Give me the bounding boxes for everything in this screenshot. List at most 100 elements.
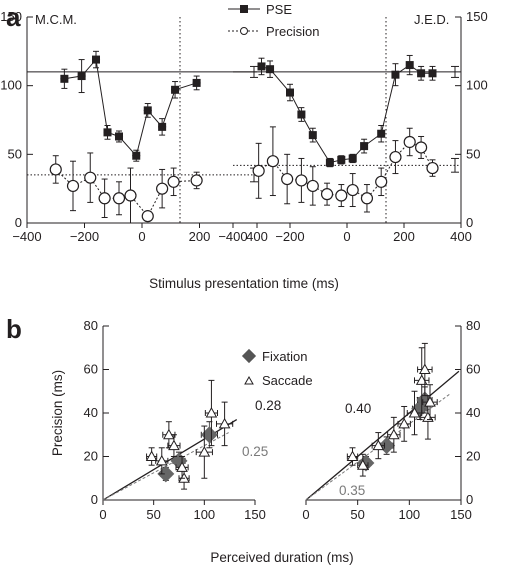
saccade-point	[145, 450, 158, 461]
legend-fixation-label: Fixation	[262, 349, 308, 364]
saccade-point	[415, 374, 428, 385]
x-tick-label: 50	[350, 507, 364, 522]
pse-point	[428, 69, 437, 78]
y-tick-label-left: 60	[84, 362, 98, 377]
y-tick-label-right: 50	[466, 146, 480, 161]
y-tick-label-left: 80	[84, 318, 98, 333]
pse-point	[257, 62, 266, 71]
y-tick-label-right: 80	[466, 318, 480, 333]
precision-point	[141, 210, 154, 223]
precision-point	[375, 175, 388, 188]
x-tick-label: 150	[450, 507, 472, 522]
pse-series-line	[261, 64, 433, 164]
precision-point	[360, 192, 374, 205]
precision-point	[252, 164, 265, 177]
saccade-point	[408, 406, 421, 418]
precision-point	[167, 175, 180, 188]
panel-b-letter: b	[6, 314, 22, 344]
y-tick-label-right: 150	[466, 9, 488, 24]
saccade-point	[424, 396, 436, 407]
x-tick-label: 200	[189, 229, 211, 244]
saccade-point	[356, 459, 369, 470]
pse-point	[377, 129, 386, 138]
x-tick-label: −400	[12, 229, 41, 244]
x-tick-label: 400	[246, 229, 268, 244]
precision-point	[426, 161, 439, 175]
pse-point	[192, 78, 201, 87]
saccade-point	[218, 417, 231, 429]
precision-point	[306, 179, 319, 193]
saccade-point	[168, 439, 180, 451]
saccade-point	[176, 461, 188, 472]
x-tick-label: 0	[138, 229, 145, 244]
saccade-point	[372, 439, 385, 451]
precision-point	[320, 188, 334, 201]
pse-point	[297, 110, 306, 119]
precision-point	[346, 183, 359, 197]
pse-point	[60, 74, 69, 83]
pse-point	[308, 131, 317, 140]
x-tick-label: −200	[70, 229, 99, 244]
legend-precision-marker	[240, 27, 248, 35]
y-tick-label-right: 0	[466, 492, 473, 507]
precision-point	[389, 150, 402, 164]
x-tick-label: 0	[99, 507, 106, 522]
y-tick-label-right: 60	[466, 362, 480, 377]
fixation-point	[200, 426, 218, 444]
slope-label-solid: 0.28	[255, 398, 281, 413]
y-axis-label: Precision (ms)	[50, 370, 65, 456]
y-tick-label-left: 150	[0, 9, 22, 24]
pse-point	[286, 88, 294, 97]
legend-precision-label: Precision	[266, 24, 319, 39]
saccade-point	[198, 446, 211, 457]
pse-point	[92, 55, 100, 64]
pse-point	[103, 128, 112, 137]
pse-series-line	[64, 58, 197, 157]
pse-point	[77, 72, 86, 81]
subject-label: J.E.D.	[414, 12, 449, 27]
x-tick-label: 0	[343, 229, 350, 244]
y-tick-label-right: 40	[466, 405, 480, 420]
pse-point	[132, 151, 141, 160]
precision-point	[295, 174, 308, 187]
pse-point	[417, 69, 426, 78]
x-tick-label: −200	[275, 229, 304, 244]
pse-point	[405, 61, 414, 70]
precision-point	[98, 192, 111, 205]
saccade-point	[155, 454, 168, 466]
precision-point	[266, 155, 279, 168]
slope-label-dashed: 0.25	[242, 444, 268, 459]
y-tick-label-left: 0	[91, 492, 98, 507]
legend-pse-marker	[240, 5, 248, 13]
precision-point	[156, 182, 169, 195]
x-tick-label: 100	[398, 507, 420, 522]
saccade-point	[418, 363, 431, 374]
precision-point	[415, 141, 428, 154]
legend-saccade-marker	[244, 375, 254, 385]
y-tick-label-right: 100	[466, 78, 488, 93]
pse-point	[158, 122, 167, 131]
x-tick-label: 100	[193, 507, 215, 522]
saccade-point	[387, 428, 400, 440]
y-tick-label-right: 20	[466, 449, 480, 464]
pse-point	[337, 155, 346, 164]
precision-point	[84, 171, 97, 184]
x-axis-label: Stimulus presentation time (ms)	[149, 276, 339, 291]
legend-fixation-marker	[241, 348, 257, 364]
x-tick-label: 400	[450, 229, 472, 244]
precision-point	[281, 172, 294, 186]
precision-point	[112, 192, 126, 205]
pse-point	[266, 65, 275, 74]
legend-saccade-label: Saccade	[262, 373, 313, 388]
saccade-point	[398, 417, 411, 429]
precision-point	[124, 189, 137, 202]
subject-label: M.C.M.	[35, 12, 77, 27]
y-tick-label-left: 100	[0, 78, 22, 93]
legend-pse-label: PSE	[266, 2, 292, 17]
slope-label-dashed: 0.35	[339, 483, 365, 498]
panel-a-letter: a	[6, 2, 21, 32]
pse-point	[391, 70, 400, 79]
